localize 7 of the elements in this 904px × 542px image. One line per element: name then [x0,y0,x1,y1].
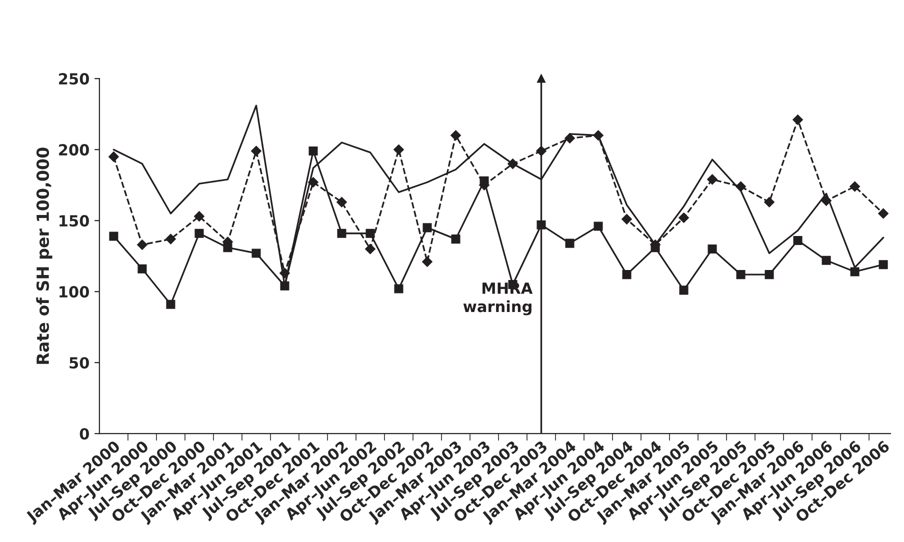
y-tick-label: 100 [60,286,89,298]
y-tick-label: 50 [70,357,89,369]
y-axis-title: Rate of SH per 100,000 [36,148,52,364]
y-tick-label: 0 [80,428,89,440]
y-tick-label: 250 [59,73,89,85]
y-tick-label: 150 [60,215,89,227]
y-tick-label: 200 [59,144,89,156]
